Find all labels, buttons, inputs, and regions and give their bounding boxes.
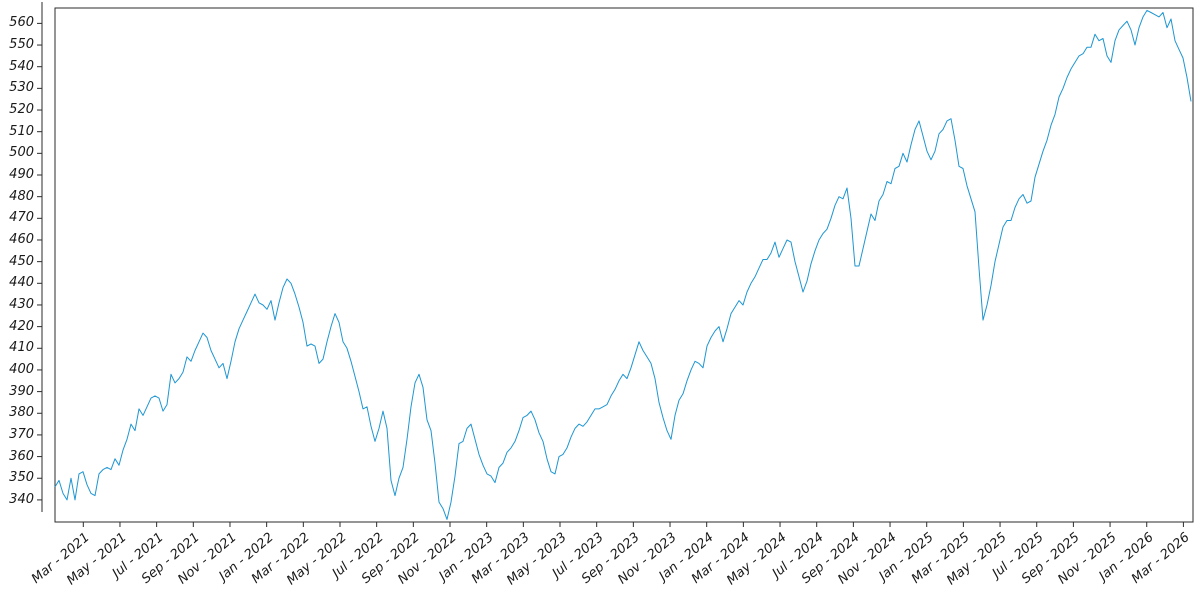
- y-tick-label: 480: [9, 188, 34, 204]
- y-tick-label: 500: [9, 145, 34, 161]
- y-tick-label: 530: [9, 80, 34, 96]
- y-tick-label: 440: [9, 275, 34, 291]
- y-tick-label: 470: [9, 210, 34, 226]
- y-tick-label: 460: [9, 231, 34, 247]
- y-tick-label: 360: [9, 448, 34, 464]
- y-tick-label: 510: [9, 123, 34, 139]
- y-tick-label: 550: [9, 37, 34, 53]
- y-tick-label: 390: [9, 383, 34, 399]
- y-tick-label: 380: [9, 405, 34, 421]
- y-tick-label: 450: [9, 253, 34, 269]
- y-tick-label: 490: [9, 167, 34, 182]
- y-tick-label: 420: [9, 318, 34, 334]
- y-tick-label: 340: [9, 491, 34, 507]
- y-tick-label: 560: [9, 15, 34, 31]
- y-tick-label: 520: [9, 102, 34, 118]
- price-series-line: [54, 9, 1192, 520]
- y-tick-label: 400: [9, 361, 34, 377]
- y-tick-label: 410: [9, 340, 34, 356]
- y-tick-label: 430: [9, 296, 34, 312]
- y-tick-label: 350: [9, 470, 34, 486]
- plot-border: [54, 7, 1194, 523]
- y-tick-label: 370: [9, 426, 34, 442]
- y-tick-label: 540: [9, 58, 34, 74]
